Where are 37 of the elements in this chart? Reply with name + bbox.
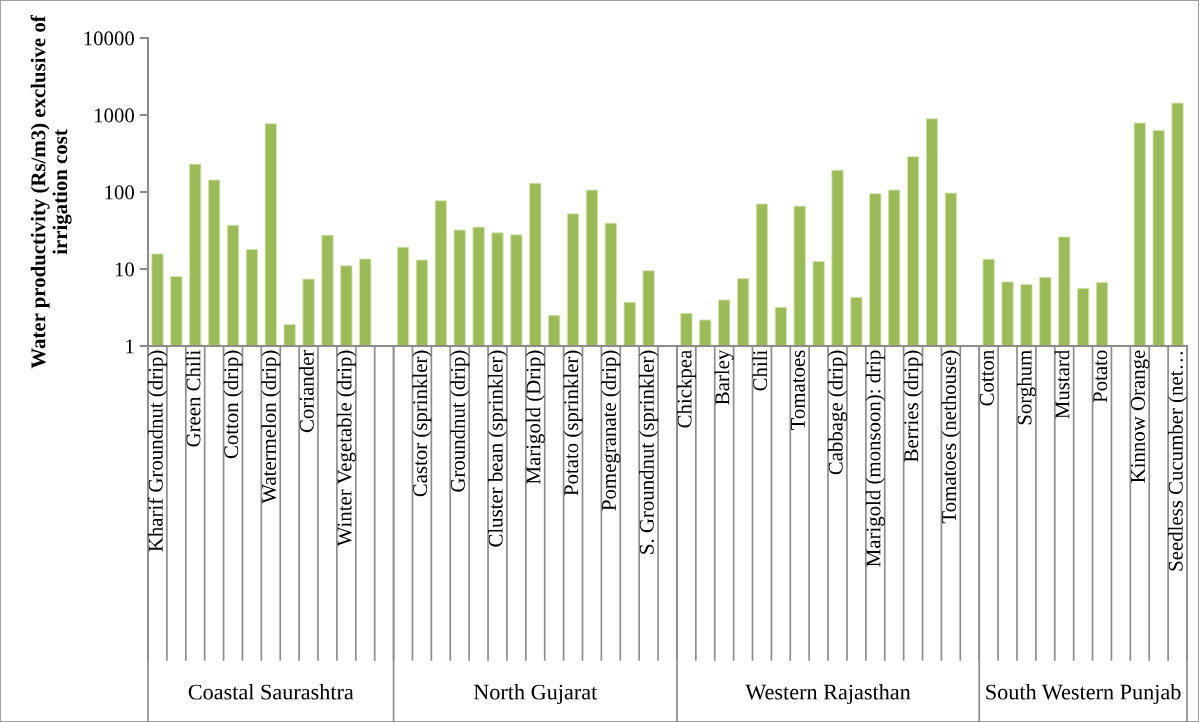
y-tick-label: 1	[126, 339, 134, 354]
x-tick-label: Potato (sprinkler)	[563, 350, 583, 496]
x-tick-label: Watermelon (drip)	[261, 350, 281, 504]
x-tick-label: Chickpea	[676, 349, 696, 428]
x-tick-label: Pomegranate (drip)	[601, 350, 621, 511]
y-tick-label: 10	[115, 262, 135, 277]
annotation: Coastal Saurashtra	[188, 683, 354, 700]
x-tick-label: Potato	[1093, 350, 1108, 403]
x-tick-label: Chili	[752, 350, 768, 391]
x-tick-label: Tomatoes (nethouse)	[941, 350, 961, 524]
y-tick-label: 1000	[94, 108, 135, 123]
x-tick-label: Berries (drip)	[903, 350, 923, 462]
x-tick-label: Coriander	[299, 349, 314, 433]
x-tick-label: Winter Vegetable (drip)	[336, 350, 356, 547]
x-tick-label: Kinnow Orange	[1130, 350, 1150, 483]
x-tick-label: Marigold (Drip)	[525, 350, 545, 484]
y-tick-label: 100	[105, 185, 135, 200]
x-tick-label: Cotton (drip)	[223, 350, 243, 459]
x-tick-label: Mustard	[1054, 349, 1070, 419]
x-tick-label: Groundnut (drip)	[450, 350, 470, 492]
x-tick-label: Tomatoes	[791, 350, 805, 431]
x-tick-label: Castor (sprinkler)	[412, 350, 432, 497]
y-tick-label: 10000	[84, 31, 135, 46]
x-tick-label: Barley	[714, 349, 734, 405]
x-tick-label: Kharif Groundnut (drip)	[147, 350, 167, 552]
x-tick-label: Cabbage (drip)	[828, 350, 847, 475]
annotation: South Western Punjab	[986, 683, 1181, 705]
x-tick-label: Seedless Cucumber (net…	[1168, 351, 1187, 571]
y-axis-title: Water productivity (Rs/m3) exclusive of irrigation cost	[30, 15, 72, 369]
x-tick-label: Sorghum	[1016, 350, 1036, 425]
x-tick-label: Marigold (monsoon): drip	[865, 350, 885, 567]
x-tick-label: S. Groundnut (sprinkler)	[639, 350, 659, 554]
x-tick-label: Cluster bean (sprinkler)	[488, 350, 507, 547]
x-tick-label: Green Chili	[185, 350, 201, 447]
x-tick-label: Cotton	[979, 350, 994, 406]
annotation: North Gujarat	[473, 683, 598, 705]
annotation: Western Rajasthan	[745, 683, 911, 705]
